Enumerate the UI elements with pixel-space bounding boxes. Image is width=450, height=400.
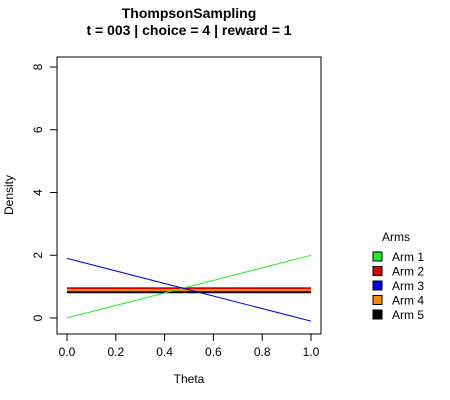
x-tick-label: 0.4 [156,345,173,359]
y-tick-label: 8 [31,63,45,70]
legend-label-arm-2: Arm 2 [392,265,424,279]
y-tick-label: 6 [31,126,45,133]
y-axis-label: Density [2,175,16,215]
legend-swatch-arm-3 [372,280,383,291]
legend-label-arm-3: Arm 3 [392,279,424,293]
series-line-arm-1 [66,254,312,319]
x-axis-label: Theta [174,372,205,386]
legend-label-arm-1: Arm 1 [392,250,424,264]
y-axis: 0 2 4 6 8 [31,63,58,321]
y-tick-label: 0 [31,314,45,321]
series-lines [66,254,312,322]
legend-label-arm-5: Arm 5 [392,308,424,322]
x-tick-label: 0.0 [59,345,76,359]
series-line-arm-3 [66,257,312,322]
legend-swatch-arm-5 [372,309,383,320]
legend-swatch-arm-2 [372,266,383,276]
legend-title: Arms [382,230,410,244]
legend-label-arm-4: Arm 4 [392,294,424,308]
y-tick-label: 4 [31,189,45,196]
legend-swatch-arm-1 [372,251,383,262]
x-tick-label: 1.0 [303,345,320,359]
legend-swatch-arm-4 [372,295,383,305]
chart-title: ThompsonSampling [122,5,257,21]
chart-subtitle: t = 003 | choice = 4 | reward = 1 [86,22,291,38]
x-tick-label: 0.8 [254,345,271,359]
y-tick-label: 2 [31,252,45,259]
x-tick-label: 0.2 [107,345,124,359]
x-axis: 0.0 0.2 0.4 0.6 0.8 1.0 [59,333,320,359]
x-tick-label: 0.6 [205,345,222,359]
